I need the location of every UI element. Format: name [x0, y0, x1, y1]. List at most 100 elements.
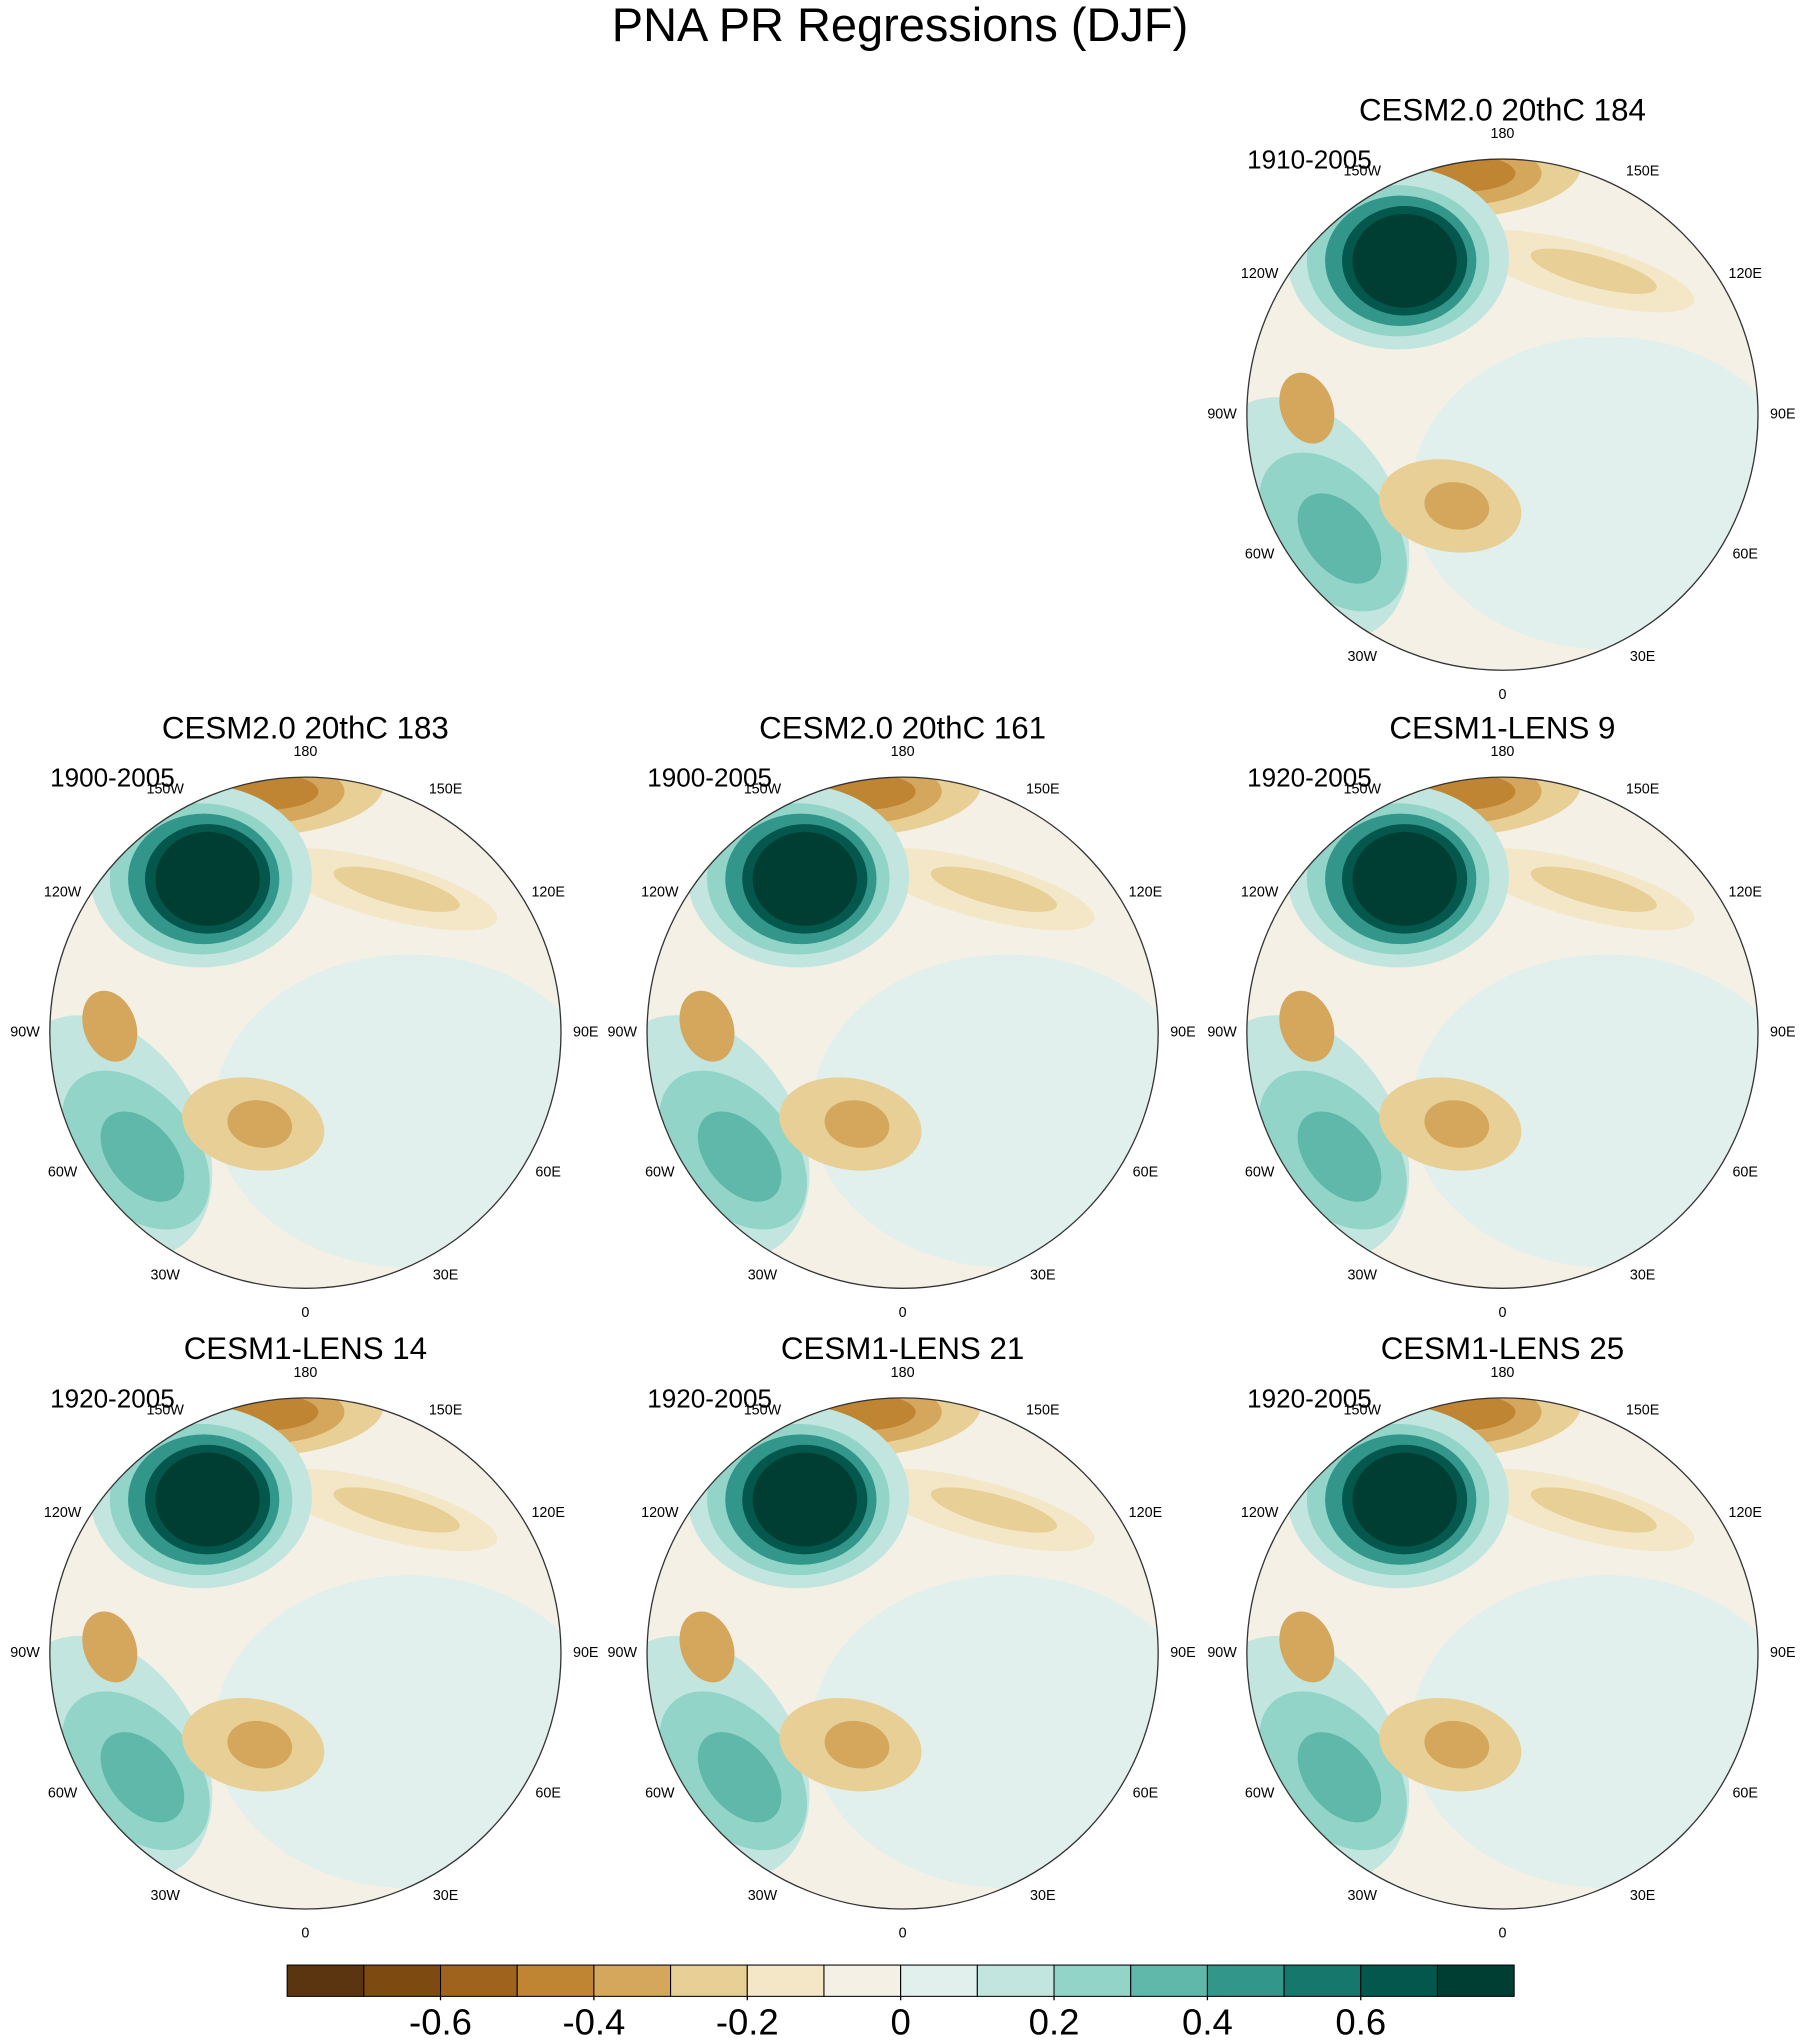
lon-label: 120W: [641, 884, 679, 900]
lon-label: 90W: [10, 1025, 40, 1041]
map-outline: [49, 1397, 562, 1910]
panel-period: 1900-2005: [647, 763, 772, 793]
panel-period: 1900-2005: [50, 763, 175, 793]
shading: [679, 990, 735, 1062]
lon-label: 0: [301, 1926, 309, 1942]
lon-label: 0: [899, 1926, 907, 1942]
lon-label: 120E: [1129, 884, 1162, 900]
map-outline: [646, 776, 1159, 1289]
lon-label: 30W: [1348, 649, 1378, 665]
lon-label: 30E: [433, 1888, 459, 1904]
shading: [155, 831, 260, 926]
shading: [82, 990, 138, 1062]
lon-label: 150W: [744, 1402, 782, 1418]
colorbar-box: [976, 1964, 1055, 1997]
lon-label: 0: [899, 1305, 907, 1321]
map: [647, 1397, 1159, 1909]
lon-label: 120W: [44, 1505, 82, 1521]
lon-label: 120E: [531, 884, 564, 900]
panel-title: CESM1-LENS 25: [1381, 1331, 1624, 1366]
lon-label: 90W: [10, 1645, 40, 1661]
shading: [1530, 248, 1657, 294]
colorbar-box: [1283, 1964, 1362, 1997]
panel-period: 1920-2005: [1247, 1383, 1372, 1413]
shading: [1530, 1487, 1657, 1533]
lon-label: 30W: [150, 1888, 180, 1904]
colorbar-box: [1436, 1964, 1515, 1997]
lon-label: 60W: [48, 1165, 78, 1181]
map-outline: [646, 1397, 1159, 1910]
lon-label: 180: [891, 1365, 915, 1381]
lon-label: 90E: [573, 1025, 599, 1041]
shading: [1279, 1611, 1335, 1683]
shading: [1424, 1100, 1490, 1148]
lon-label: 180: [293, 1365, 317, 1381]
lon-label: 120E: [531, 1505, 564, 1521]
colorbar-box: [746, 1964, 825, 1997]
lon-label: 60E: [535, 1785, 561, 1801]
map: [49, 1397, 561, 1909]
colorbar-tick-label: 0: [890, 2002, 910, 2042]
panel-period: 1920-2005: [647, 1383, 772, 1413]
lon-label: 60E: [1133, 1785, 1159, 1801]
lon-label: 120W: [1241, 884, 1279, 900]
lon-label: 90W: [1207, 1025, 1237, 1041]
lon-label: 60E: [1133, 1165, 1159, 1181]
lon-label: 60E: [1732, 1165, 1757, 1181]
lon-label: 150E: [1026, 1402, 1059, 1418]
lon-label: 90E: [1170, 1645, 1196, 1661]
lon-label: 120E: [1728, 1505, 1761, 1521]
colorbar-box: [1130, 1964, 1208, 1997]
panel-title: CESM1-LENS 9: [1389, 710, 1615, 745]
panel-title: CESM1-LENS 21: [781, 1331, 1024, 1366]
shading: [155, 1452, 260, 1547]
panel-title: CESM2.0 20thC 161: [759, 710, 1046, 745]
colorbar-tick-label: 0.6: [1335, 2002, 1386, 2042]
lon-label: 120E: [1728, 266, 1761, 282]
lon-label: 60W: [1245, 547, 1275, 563]
lon-label: 60W: [1245, 1165, 1275, 1181]
lon-label: 150W: [1344, 1402, 1382, 1418]
lon-label: 60E: [1732, 547, 1757, 563]
map-outline: [49, 776, 562, 1289]
map: [1246, 159, 1759, 671]
map: [1246, 1397, 1759, 1909]
lon-label: 30W: [1348, 1267, 1378, 1283]
colorbar-tick-label: -0.4: [562, 2002, 625, 2042]
shading: [1279, 372, 1335, 444]
lon-label: 60E: [1732, 1785, 1757, 1801]
shading: [1297, 493, 1382, 584]
lon-label: 30W: [748, 1888, 778, 1904]
panel-title: CESM1-LENS 14: [184, 1331, 427, 1366]
lon-label: 180: [1490, 744, 1514, 760]
lon-label: 60W: [1245, 1785, 1275, 1801]
lon-label: 120W: [641, 1505, 679, 1521]
colorbar-tick-label: -0.2: [716, 2002, 779, 2042]
shading: [100, 1111, 185, 1202]
colorbar-box: [1360, 1964, 1438, 1997]
map: [1246, 777, 1759, 1289]
lon-label: 90E: [573, 1645, 599, 1661]
shading: [930, 1487, 1057, 1533]
colorbar-box: [439, 1964, 518, 1997]
lon-label: 120W: [44, 884, 82, 900]
lon-label: 90E: [1770, 406, 1796, 422]
colorbar-box: [900, 1964, 978, 1997]
lon-label: 120W: [1241, 266, 1279, 282]
lon-label: 60W: [645, 1785, 675, 1801]
lon-label: 30W: [150, 1267, 180, 1283]
lon-label: 180: [1490, 1365, 1514, 1381]
shading: [1279, 990, 1335, 1062]
lon-label: 150E: [1626, 1402, 1659, 1418]
shading: [1297, 1732, 1382, 1823]
lon-label: 60E: [535, 1165, 561, 1181]
shading: [1530, 866, 1657, 912]
lon-label: 60W: [645, 1165, 675, 1181]
map-outline: [1246, 158, 1759, 671]
shading: [333, 1487, 460, 1533]
lon-label: 150E: [429, 1402, 462, 1418]
lon-label: 60W: [48, 1785, 78, 1801]
panel-title: CESM2.0 20thC 183: [162, 710, 449, 745]
lon-label: 150W: [147, 782, 185, 798]
